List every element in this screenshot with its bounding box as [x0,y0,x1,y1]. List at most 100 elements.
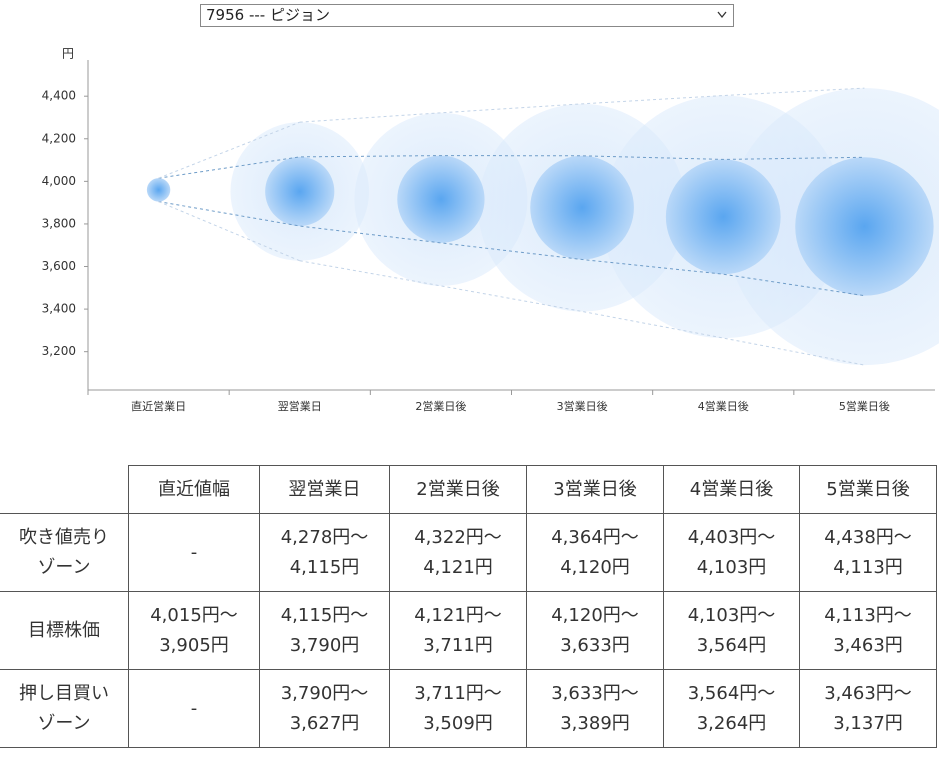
table-cell: 4,015円～ 3,905円 [128,591,260,670]
cell-line: 4,103円～ [687,604,776,626]
cell-line: 3,509円 [423,712,493,734]
cell-line: 4,438円～ [824,526,912,548]
cell-line: 4,120円 [560,556,630,578]
x-tick-label: 3営業日後 [557,399,608,413]
table-cell: 4,322円～ 4,121円 [389,513,527,592]
chart: 円 3,200 3,400 3,600 3,800 4,000 4,200 4,400 直近営… [42,47,939,413]
table-cell: 3,463円～ 3,137円 [799,669,937,748]
cell-line: 3,711円 [423,634,493,656]
x-tick-label: 直近営業日 [131,399,186,413]
cell-line: 3,633円～ [551,682,639,704]
column-header: 3営業日後 [526,465,664,514]
column-header: 2営業日後 [389,465,527,514]
cell-line: 3,790円～ [280,682,369,704]
zone-connector [158,201,300,262]
header-row: 直近値幅 翌営業日 2営業日後 3営業日後 4営業日後 5営業日後 [0,465,937,514]
zone-connector [158,121,300,179]
y-tick-label: 4,200 [42,131,76,145]
row-label-line: 押し目買い [19,682,109,704]
y-tick-label: 3,400 [42,302,76,316]
x-tick-label: 4営業日後 [698,399,749,413]
x-tick-label: 翌営業日 [278,399,322,413]
table-cell: 4,121円～ 3,711円 [389,591,527,670]
cell-line: 3,627円 [289,712,360,734]
cell-line: - [190,541,198,563]
cell-line: 3,564円 [696,634,767,656]
table-cell: - [128,669,260,748]
cell-line: 4,015円～ [150,604,238,626]
y-tick-label: 4,400 [42,89,76,103]
target-low-line [158,201,865,297]
cell-line: 3,790円 [289,634,360,656]
table-cell: - [128,513,260,592]
row-header: 押し目買い ゾーン [0,669,129,748]
zone-high-line [299,87,865,123]
cell-line: 4,115円 [289,556,360,578]
table-cell: 4,120円～ 3,633円 [526,591,664,670]
column-header: 翌営業日 [259,465,390,514]
cell-line: 3,711円～ [414,682,502,704]
table-cell: 4,115円～ 3,790円 [259,591,390,670]
cell-line: 3,633円 [560,634,630,656]
cell-line: 3,137円 [833,712,903,734]
table-row: 吹き値売りゾーン - 4,278円～ 4,115円 4,322円～ 4,121円 4,364… [0,513,937,592]
cell-line: 4,115円～ [280,604,369,626]
table-cell: 4,438円～ 4,113円 [799,513,937,592]
cell-line: 3,463円～ [824,682,912,704]
cell-line: 4,120円～ [551,604,639,626]
cell-line: 4,364円～ [551,526,639,548]
target-high-line [158,155,865,179]
y-tick-label: 3,200 [42,344,76,358]
y-tick-label: 3,600 [42,259,76,273]
table-cell: 3,790円～ 3,627円 [259,669,390,748]
chevron [717,11,727,19]
cell-line: 4,278円～ [280,526,369,548]
cell-line: 4,113円～ [824,604,912,626]
cell-line: 4,103円 [696,556,767,578]
target-bubble [146,178,171,202]
cell-line: 4,121円 [423,556,493,578]
y-tick-label: 4,000 [42,174,76,188]
table-body: 吹き値売りゾーン - 4,278円～ 4,115円 4,322円～ 4,121円 4,364… [0,513,937,748]
row-label-line: 吹き値売り [19,526,109,548]
cell-line: 4,322円～ [414,526,502,548]
column-header: 4営業日後 [663,465,800,514]
row-header: 吹き値売り ゾーン [0,513,129,592]
forecast-table: 直近値幅 翌営業日 2営業日後 3営業日後 4営業日後 5営業日後 吹き値売り ゾーン - 4,… [0,465,937,748]
cell-line: 4,121円～ [414,604,502,626]
target-bubble [665,159,781,275]
cell-line: 3,264円 [696,712,767,734]
table-cell: 4,278円～ 4,115円 [259,513,390,592]
table-cell: 3,564円～ 3,264円 [663,669,800,748]
cell-line: 3,463円 [833,634,903,656]
cell-line: 3,564円～ [687,682,776,704]
y-unit: 円 [62,47,74,61]
cell-line: 3,389円 [560,712,630,734]
cell-line: 3,905円 [159,634,229,656]
table-row: 押し目買い ゾーン - 3,790円～ 3,627円 3,711円～ 3,509円 3,633… [0,669,937,748]
table-cell: 4,364円～ 4,120円 [526,513,664,592]
target-bubble [795,157,934,296]
row-label-line: 目標株価 [28,619,100,641]
stock-select[interactable]: 7956 --- ピジョン [200,4,734,27]
target-bubble [265,156,335,227]
y-tick-label: 3,800 [42,216,76,230]
row-label-line: ゾーン [37,556,91,578]
target-bubble [397,155,485,243]
column-header: 直近値幅 [128,465,260,514]
column-header: 5営業日後 [799,465,937,514]
target-bubble [530,155,634,260]
x-tick-label: 2営業日後 [415,399,466,413]
table-cell: 3,633円～ 3,389円 [526,669,664,748]
table-row: 目標株価 4,015円～ 3,905円 4,115円～ 3,790円 4,121円～ 3,7… [0,591,937,670]
table-cell: 4,113円～ 3,463円 [799,591,937,670]
table-cell: 4,103円～ 3,564円 [663,591,800,670]
table-cell: 3,711円～ 3,509円 [389,669,527,748]
x-tick-label: 5営業日後 [839,399,890,413]
select-label: 7956 --- ピジョン [206,6,330,24]
cell-line: 4,403円～ [687,526,776,548]
row-label-line: ゾーン [37,712,91,734]
corner-cell [0,465,129,514]
row-header: 目標株価 [0,591,129,670]
